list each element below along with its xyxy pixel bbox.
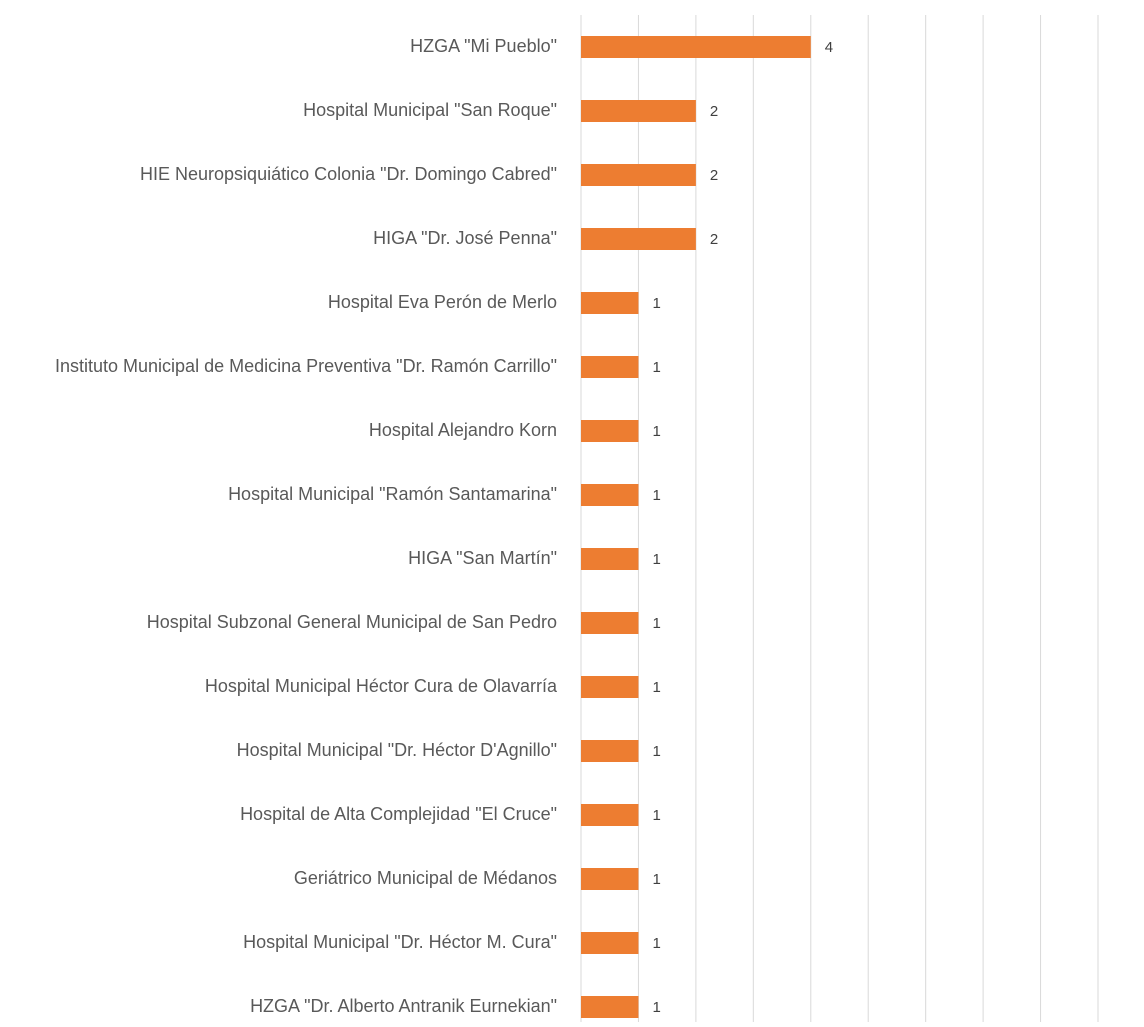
y-tick-label: Geriátrico Municipal de Médanos [294, 868, 557, 888]
data-label: 1 [652, 551, 660, 568]
bar [581, 676, 639, 698]
data-label: 1 [652, 935, 660, 952]
y-tick-label: HZGA "Mi Pueblo" [410, 36, 557, 56]
y-tick-label: Hospital Municipal "Dr. Héctor M. Cura" [243, 932, 557, 952]
bar [581, 612, 639, 634]
bar [581, 996, 639, 1018]
bar [581, 36, 811, 58]
y-tick-label: Instituto Municipal de Medicina Preventi… [55, 356, 557, 376]
bar [581, 292, 639, 314]
data-label: 1 [652, 999, 660, 1016]
y-tick-label: HIGA "Dr. José Penna" [373, 228, 557, 248]
y-tick-label: Hospital Eva Perón de Merlo [328, 292, 557, 312]
bar [581, 356, 639, 378]
bar [581, 420, 639, 442]
bar [581, 228, 696, 250]
bar [581, 740, 639, 762]
bar [581, 868, 639, 890]
bar [581, 932, 639, 954]
y-tick-label: HIE Neuropsiquiático Colonia "Dr. Doming… [140, 164, 557, 184]
data-label: 1 [652, 295, 660, 312]
data-label: 1 [652, 615, 660, 632]
bar [581, 164, 696, 186]
y-tick-label: HZGA "Dr. Alberto Antranik Eurnekian" [250, 996, 557, 1016]
data-label: 4 [825, 39, 833, 56]
y-tick-label: Hospital de Alta Complejidad "El Cruce" [240, 804, 557, 824]
bar [581, 804, 639, 826]
data-label: 2 [710, 231, 718, 248]
data-label: 1 [652, 487, 660, 504]
data-label: 1 [652, 871, 660, 888]
data-label: 1 [652, 423, 660, 440]
bar [581, 484, 639, 506]
y-tick-label: Hospital Subzonal General Municipal de S… [147, 612, 557, 632]
data-label: 2 [710, 103, 718, 120]
y-tick-label: Hospital Municipal Héctor Cura de Olavar… [205, 676, 558, 696]
data-label: 1 [652, 743, 660, 760]
y-tick-label: HIGA "San Martín" [408, 548, 557, 568]
bar [581, 548, 639, 570]
y-tick-label: Hospital Municipal "Dr. Héctor D'Agnillo… [237, 740, 557, 760]
y-tick-label: Hospital Alejandro Korn [369, 420, 557, 440]
data-label: 2 [710, 167, 718, 184]
y-tick-label: Hospital Municipal "San Roque" [303, 100, 557, 120]
y-tick-label: Hospital Municipal "Ramón Santamarina" [228, 484, 557, 504]
data-label: 1 [652, 359, 660, 376]
data-label: 1 [652, 807, 660, 824]
bar [581, 100, 696, 122]
data-label: 1 [652, 679, 660, 696]
